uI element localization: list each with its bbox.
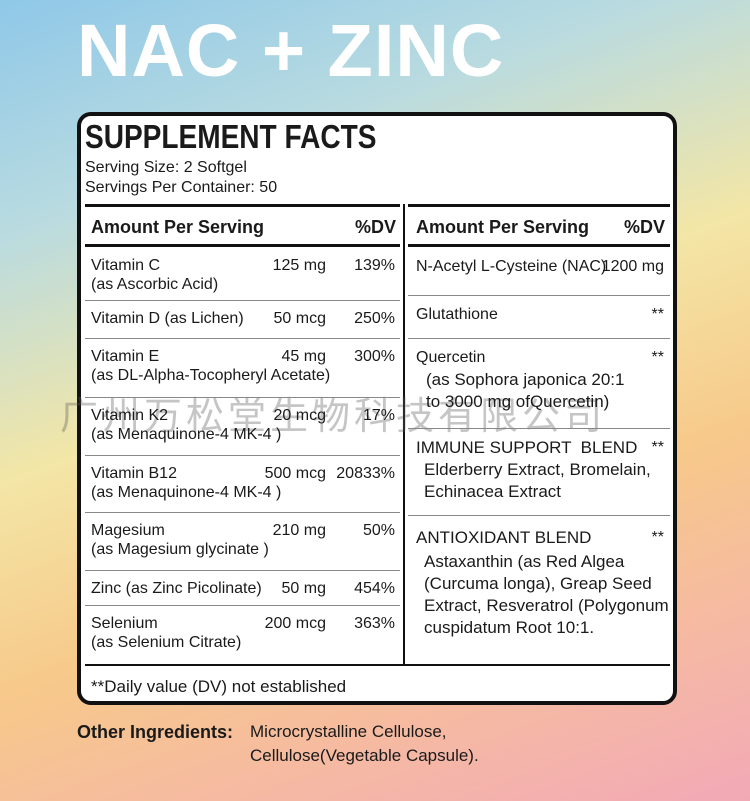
facts-heading: SUPPLEMENT FACTS (85, 118, 377, 155)
ingredient-row: Glutathione ** (408, 295, 670, 339)
nutrient-dv: 20833% (336, 465, 395, 482)
nutrient-name: Vitamin K2 (91, 407, 169, 424)
nutrient-amount: 45 mg (281, 348, 326, 365)
ingredient-detail: Echinacea Extract (424, 482, 562, 501)
column-header: Amount Per Serving (416, 217, 590, 237)
ingredient-name: IMMUNE SUPPORT BLEND (416, 438, 638, 457)
ingredient-detail: (as Sophora japonica 20:1 (426, 370, 625, 389)
column-header: %DV (355, 217, 397, 237)
nutrient-row: Vitamin B12 (as Menaquinone-4 MK-4 ) 500 m… (85, 455, 400, 513)
other-ingredients-label: Other Ingredients: (77, 722, 234, 742)
ingredient-detail: Astaxanthin (as Red Algea (424, 552, 625, 571)
nutrient-row: Vitamin K2 (as Menaquinone-4 MK-4 ) 20 mcg… (85, 397, 400, 456)
nutrient-row: Vitamin D (as Lichen) 50 mcg 250% (85, 300, 400, 339)
nutrient-name: Vitamin B12 (91, 465, 177, 482)
ingredient-detail: Extract, Resveratrol (Polygonum (424, 596, 669, 615)
column-header: %DV (624, 217, 666, 237)
nutrient-row: Vitamin E (as DL-Alpha-Tocopheryl Acetate… (85, 338, 400, 398)
nutrient-amount: 200 mcg (264, 615, 326, 632)
servings-per-container: Servings Per Container: 50 (85, 179, 278, 196)
nutrient-name: Zinc (as Zinc Picolinate) (91, 580, 262, 597)
ingredient-row: ANTIOXIDANT BLEND ** Astaxanthin (as Red A… (408, 515, 670, 663)
nutrient-dv: 250% (354, 310, 395, 327)
nutrient-dv: 363% (354, 615, 395, 632)
ingredient-amount: ** (651, 529, 664, 546)
nutrient-detail: (as Magesium glycinate ) (91, 541, 269, 558)
nutrient-dv: 300% (354, 348, 395, 365)
nutrient-name: Vitamin D (as Lichen) (91, 310, 244, 327)
rule (408, 204, 670, 207)
nutrient-row: Zinc (as Zinc Picolinate) 50 mg 454% (85, 570, 400, 606)
divider (403, 204, 405, 664)
nutrient-detail: (as Ascorbic Acid) (91, 276, 219, 293)
ingredient-amount: ** (651, 306, 664, 323)
rule (85, 244, 400, 247)
ingredient-line: Cellulose(Vegetable Capsule). (250, 746, 479, 765)
product-title: NAC + ZINC (77, 9, 505, 92)
nutrient-dv: 50% (362, 522, 395, 539)
nutrient-dv: 139% (354, 257, 395, 274)
footnote: **Daily value (DV) not established (91, 677, 347, 696)
nutrient-row: Selenium (as Selenium Citrate) 200 mcg 363% (85, 605, 400, 663)
ingredient-detail: cuspidatum Root 10:1. (424, 618, 595, 637)
nutrient-amount: 125 mg (272, 257, 326, 274)
watermark: 广州万松堂生物科技有限公司 (60, 396, 607, 438)
ingredient-name: Glutathione (416, 306, 498, 323)
ingredient-row: N-Acetyl L-Cysteine (NAC) 1200 mg (408, 248, 670, 295)
ingredient-line: Microcrystalline Cellulose, (250, 722, 447, 741)
nutrient-detail: (as DL-Alpha-Tocopheryl Acetate) (91, 367, 331, 384)
serving-size: Serving Size: 2 Softgel (85, 159, 247, 176)
nutrient-amount: 50 mcg (273, 310, 326, 327)
nutrient-amount: 210 mg (272, 522, 326, 539)
rule (85, 664, 670, 666)
nutrient-amount: 20 mcg (273, 407, 326, 424)
nutrient-name: Vitamin E (91, 348, 160, 365)
rule (85, 204, 400, 207)
nutrient-row: Magesium (as Magesium glycinate ) 210 mg 50… (85, 512, 400, 571)
ingredient-name: N-Acetyl L-Cysteine (NAC) (416, 258, 607, 275)
ingredient-amount: 1200 mg (601, 258, 664, 275)
nutrient-dv: 17% (362, 407, 395, 424)
nutrient-detail: (as Menaquinone-4 MK-4 ) (91, 426, 282, 443)
nutrient-name: Magesium (91, 522, 165, 539)
rule (408, 244, 670, 247)
ingredient-detail: (Curcuma longa), Greap Seed (424, 574, 652, 593)
nutrient-name: Vitamin C (91, 257, 161, 274)
ingredient-name: Quercetin (416, 349, 486, 366)
nutrient-name: Selenium (91, 615, 158, 632)
nutrient-detail: (as Menaquinone-4 MK-4 ) (91, 484, 282, 501)
column-header: Amount Per Serving (91, 217, 265, 237)
ingredient-name: ANTIOXIDANT BLEND (416, 528, 592, 547)
ingredient-amount: ** (651, 349, 664, 366)
nutrient-dv: 454% (354, 580, 395, 597)
nutrient-amount: 50 mg (281, 580, 326, 597)
facts-panel (77, 112, 677, 705)
nutrient-amount: 500 mcg (264, 465, 326, 482)
ingredient-detail: to 3000 mg ofQuercetin) (426, 392, 610, 411)
ingredient-amount: ** (651, 439, 664, 456)
nutrient-detail: (as Selenium Citrate) (91, 634, 242, 651)
ingredient-row: Quercetin ** (as Sophora japonica 20:1 to 3… (408, 338, 670, 429)
ingredient-detail: Elderberry Extract, Bromelain, (424, 460, 651, 479)
nutrient-row: Vitamin C (as Ascorbic Acid) 125 mg 139% (85, 248, 400, 300)
ingredient-row: IMMUNE SUPPORT BLEND ** Elderberry Extract… (408, 428, 670, 516)
